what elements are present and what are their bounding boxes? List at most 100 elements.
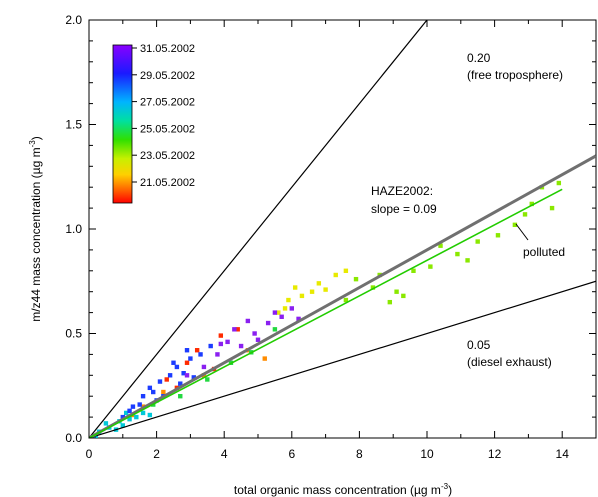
- data-point: [174, 364, 180, 370]
- data-point: [394, 289, 399, 294]
- y-tick-label: 1.0: [65, 222, 82, 236]
- data-point: [120, 423, 125, 428]
- data-point: [147, 385, 153, 391]
- y-tick-label: 1.5: [65, 118, 82, 132]
- annot-polluted: polluted: [523, 245, 565, 259]
- data-point: [232, 327, 237, 332]
- data-point: [238, 343, 244, 349]
- annot-haze-title: HAZE2002:: [371, 184, 433, 198]
- reference-line: [89, 20, 428, 438]
- data-point: [465, 258, 470, 263]
- data-point: [522, 212, 528, 217]
- data-point: [198, 352, 203, 357]
- data-point: [549, 205, 555, 211]
- data-point: [184, 360, 190, 365]
- colorbar-label: 29.05.2002: [140, 70, 195, 82]
- data-point: [140, 410, 146, 416]
- data-point: [123, 410, 129, 416]
- data-point: [188, 356, 193, 361]
- fit-line: [89, 188, 563, 438]
- data-point: [272, 310, 278, 315]
- data-point: [556, 180, 562, 186]
- data-point: [316, 281, 322, 286]
- data-point: [279, 314, 284, 319]
- x-axis-title: total organic mass concentration (µg m-3…: [234, 482, 452, 497]
- reference-line: [89, 154, 596, 438]
- x-tick-label: 0: [86, 447, 93, 461]
- data-point: [475, 239, 480, 244]
- colorbar-gradient: [112, 44, 133, 204]
- data-point: [178, 394, 183, 399]
- data-point: [428, 264, 433, 269]
- data-point: [455, 251, 460, 257]
- data-point: [215, 352, 220, 357]
- data-point: [252, 331, 257, 336]
- colorbar-label: 31.05.2002: [140, 43, 195, 55]
- data-point: [333, 272, 338, 278]
- data-point: [134, 414, 139, 420]
- x-tick-label: 14: [556, 447, 570, 461]
- colorbar: 31.05.2002 29.05.2002 27.05.2002 25.05.2002…: [112, 43, 195, 204]
- data-point: [194, 348, 200, 353]
- data-point: [265, 320, 271, 326]
- data-point: [201, 364, 207, 370]
- data-point: [512, 222, 518, 228]
- y-tick-label: 2.0: [65, 13, 82, 27]
- colorbar-label: 27.05.2002: [140, 97, 195, 109]
- data-point: [235, 327, 240, 332]
- data-point: [289, 306, 294, 311]
- data-point: [272, 327, 278, 332]
- data-point: [245, 318, 251, 324]
- data-point: [370, 285, 376, 290]
- data-point: [296, 316, 301, 322]
- data-point: [171, 360, 176, 365]
- data-point: [276, 310, 281, 315]
- data-point: [353, 276, 359, 282]
- annot-diesel-label: (diesel exhaust): [467, 355, 552, 369]
- data-point: [343, 297, 349, 303]
- y-tick-label: 0.0: [65, 431, 82, 445]
- data-point: [343, 268, 349, 273]
- data-point: [127, 416, 132, 422]
- x-tick-label: 2: [153, 447, 160, 461]
- data-point: [529, 201, 534, 207]
- x-tick-label: 10: [420, 447, 434, 461]
- data-point: [255, 337, 261, 342]
- data-point: [218, 333, 224, 338]
- data-point: [103, 421, 109, 426]
- data-point: [323, 287, 328, 292]
- data-point: [167, 373, 173, 378]
- data-point: [218, 341, 224, 347]
- x-tick-label: 8: [356, 447, 363, 461]
- colorbar-ticks: 31.05.2002 29.05.2002 27.05.2002 25.05.2002…: [132, 43, 195, 189]
- data-point: [205, 377, 210, 382]
- annot-free-tropo-label: (free troposphere): [467, 68, 563, 82]
- data-point: [181, 371, 186, 376]
- x-tick-label: 12: [488, 447, 502, 461]
- data-point: [137, 402, 142, 407]
- data-point: [387, 299, 393, 305]
- reference-line: [89, 280, 596, 438]
- data-point: [262, 356, 267, 361]
- data-point: [191, 375, 196, 380]
- annot-polluted-leader: [515, 223, 529, 241]
- data-point: [282, 306, 288, 311]
- data-point: [225, 339, 230, 345]
- data-point: [309, 289, 315, 294]
- data-point: [147, 412, 153, 418]
- data-point: [161, 389, 166, 395]
- colorbar-label: 21.05.2002: [140, 177, 195, 189]
- data-point: [140, 394, 146, 399]
- reference-lines: [89, 20, 596, 438]
- data-point: [157, 379, 163, 384]
- y-tick-label: 0.5: [65, 327, 82, 341]
- data-point: [120, 414, 125, 420]
- data-point: [184, 373, 190, 378]
- annot-free-tropo-slope: 0.20: [467, 51, 491, 65]
- data-point: [401, 293, 406, 299]
- x-tick-label: 4: [221, 447, 228, 461]
- colorbar-label: 23.05.2002: [140, 150, 195, 162]
- x-tick-label: 6: [288, 447, 295, 461]
- data-point: [164, 377, 169, 382]
